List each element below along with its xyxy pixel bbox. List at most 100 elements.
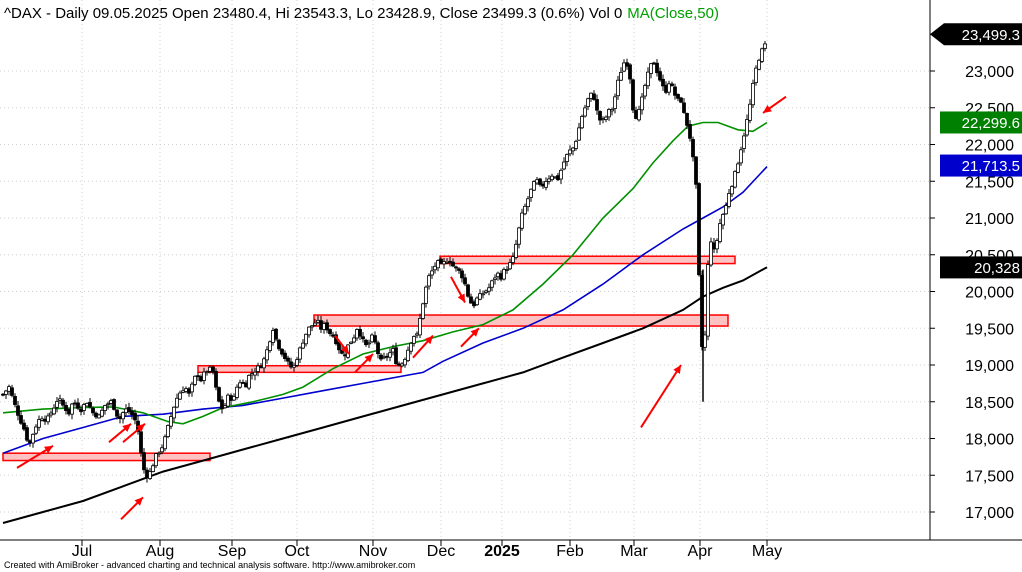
price-bar-body (553, 176, 557, 179)
price-bar (508, 258, 512, 271)
price-bar (529, 188, 533, 202)
price-bar-body (238, 382, 242, 388)
price-bar (763, 40, 767, 52)
price-bar-body (148, 471, 152, 479)
price-bar (733, 170, 737, 189)
price-bar (100, 407, 104, 418)
tag-background (930, 23, 1022, 46)
last-value-tag-price: 23,499.3 (930, 23, 1022, 46)
price-bar-body (658, 71, 662, 81)
price-bar-body (205, 371, 209, 374)
price-bar (157, 451, 161, 458)
price-bar (427, 273, 431, 290)
price-bar-body (538, 178, 542, 185)
price-bar-body (550, 175, 554, 181)
price-bar-body (193, 375, 197, 385)
price-bar-body (223, 405, 227, 409)
price-bar (202, 367, 206, 385)
price-bar-body (61, 399, 65, 406)
price-bar (256, 362, 260, 377)
annotation-arrow-4 (122, 423, 146, 443)
price-bar-body (673, 86, 677, 96)
price-bar (154, 452, 158, 469)
price-bar-body (580, 116, 584, 129)
y-tick-label: 22,000 (965, 138, 1014, 155)
price-bar-body (274, 328, 278, 340)
price-bar-body (403, 359, 407, 366)
y-tick-label: 20,000 (965, 285, 1014, 302)
x-tick-label: Mar (620, 543, 648, 560)
price-bar (166, 424, 170, 439)
price-bar-body (172, 406, 176, 419)
price-bar-body (586, 98, 590, 107)
price-bar (610, 107, 614, 116)
price-bar (598, 110, 602, 125)
price-bar-body (652, 62, 656, 65)
support-zone-3 (313, 314, 729, 327)
price-bar (265, 346, 269, 364)
price-bar-body (409, 342, 413, 352)
price-bar (538, 177, 542, 187)
price-bar (736, 161, 740, 174)
price-bar (571, 146, 575, 156)
price-bar-body (79, 408, 83, 412)
price-bar-body (406, 349, 410, 362)
price-bar (697, 182, 701, 277)
price-bar-body (232, 396, 236, 401)
price-bar-body (421, 303, 425, 319)
price-bar-body (301, 342, 305, 349)
price-bar (592, 90, 596, 101)
y-tick-label: 17,500 (965, 468, 1014, 485)
price-bar (661, 74, 665, 91)
price-bar (565, 153, 569, 167)
x-tick-label: Jul (72, 543, 92, 560)
arrow-head (136, 423, 145, 432)
price-bar (148, 467, 152, 481)
price-bar (220, 395, 224, 414)
price-bar-body (391, 348, 395, 353)
price-bar-body (7, 386, 11, 392)
price-bar-body (466, 284, 470, 297)
price-bar-body (418, 317, 422, 336)
price-bar-body (265, 349, 269, 361)
price-bar-body (436, 260, 440, 269)
price-bar-body (73, 402, 77, 405)
price-bar (715, 238, 719, 254)
x-tick-label: Sep (218, 543, 247, 560)
price-bar-body (1, 393, 5, 396)
price-bar-body (547, 178, 551, 182)
price-bar (457, 267, 461, 274)
price-bar (607, 108, 611, 121)
price-bar-body (310, 325, 314, 328)
price-bar-body (544, 181, 548, 188)
price-bar-body (175, 397, 179, 408)
price-bar (643, 83, 647, 100)
price-bar (436, 259, 440, 272)
price-bar (403, 357, 407, 368)
annotation-arrows (16, 95, 787, 521)
price-bar (271, 327, 275, 346)
price-bar-body (382, 356, 386, 359)
price-bar-body (412, 336, 416, 344)
price-bar-body (115, 409, 119, 417)
price-bar (205, 370, 209, 376)
price-bar-body (487, 287, 491, 292)
price-bar (16, 400, 20, 421)
support-zone-1 (2, 452, 211, 462)
y-tick-label: 21,500 (965, 174, 1014, 191)
price-bar-body (283, 352, 287, 360)
price-bar-body (397, 363, 401, 366)
last-value-tag-ma100: 21,713.5 (940, 154, 1022, 177)
x-tick-label: Apr (688, 543, 714, 560)
price-bar-body (118, 416, 122, 419)
price-bar (142, 447, 146, 474)
price-bar-body (133, 412, 137, 421)
price-bar (34, 424, 38, 436)
annotation-arrow-2 (108, 423, 132, 443)
support-zone-2 (197, 364, 402, 374)
arrow-head (424, 335, 433, 345)
price-bar-body (634, 110, 638, 119)
price-bar (394, 342, 398, 365)
price-bar (469, 293, 473, 304)
